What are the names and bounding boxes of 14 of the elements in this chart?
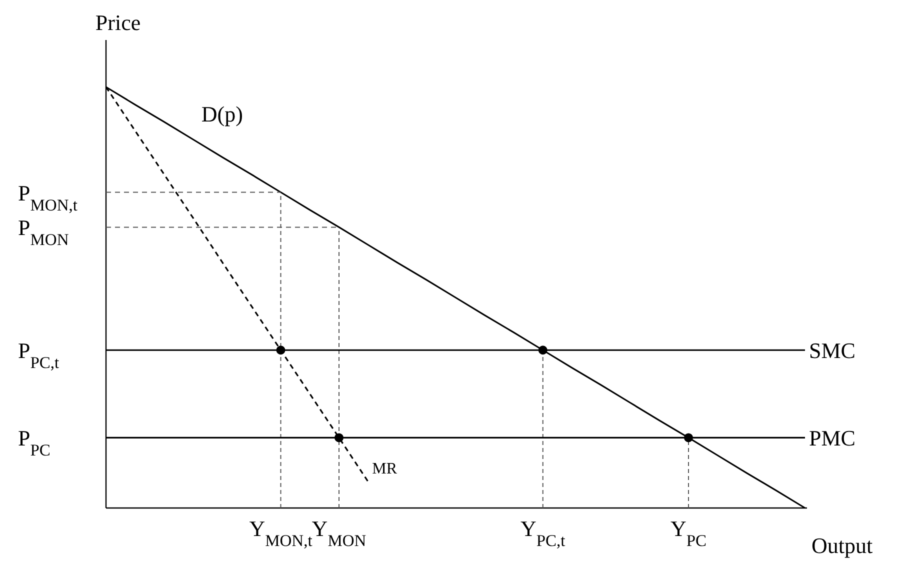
x-tick-label: Y$_{MON,t}$	[249, 516, 313, 550]
series-label: D(p)	[201, 102, 243, 127]
x-axis-title: Output	[811, 533, 873, 558]
series-label: PMC	[809, 426, 856, 451]
text: P$_{MON}$	[18, 215, 69, 249]
text: P$_{MON,t}$	[18, 180, 78, 214]
x-tick-label: Y$_{MON}$	[312, 516, 366, 550]
text: P$_{PC,t}$	[18, 338, 60, 372]
x-tick-label: Y$_{PC}$	[670, 516, 707, 550]
y-axis-title: Price	[95, 10, 141, 35]
series-label: MR	[372, 460, 398, 478]
series-label: SMC	[809, 338, 856, 364]
text: P$_{PC}$	[18, 426, 50, 460]
x-tick-label: Y$_{PC,t}$	[520, 516, 566, 550]
